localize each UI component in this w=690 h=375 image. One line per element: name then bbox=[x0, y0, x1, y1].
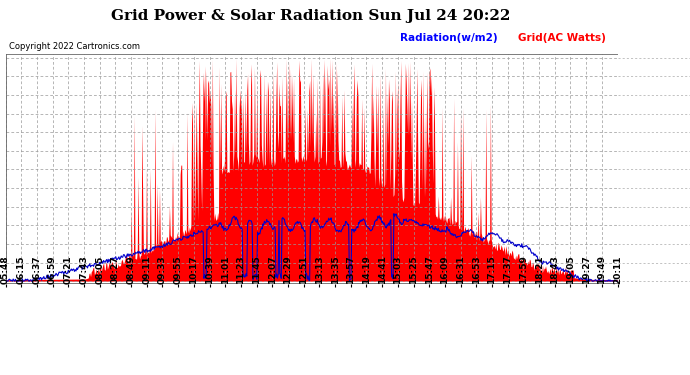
Text: Copyright 2022 Cartronics.com: Copyright 2022 Cartronics.com bbox=[9, 42, 140, 51]
Text: Grid Power & Solar Radiation Sun Jul 24 20:22: Grid Power & Solar Radiation Sun Jul 24 … bbox=[111, 9, 510, 23]
Text: Radiation(w/m2): Radiation(w/m2) bbox=[400, 33, 497, 43]
Text: Grid(AC Watts): Grid(AC Watts) bbox=[518, 33, 605, 43]
